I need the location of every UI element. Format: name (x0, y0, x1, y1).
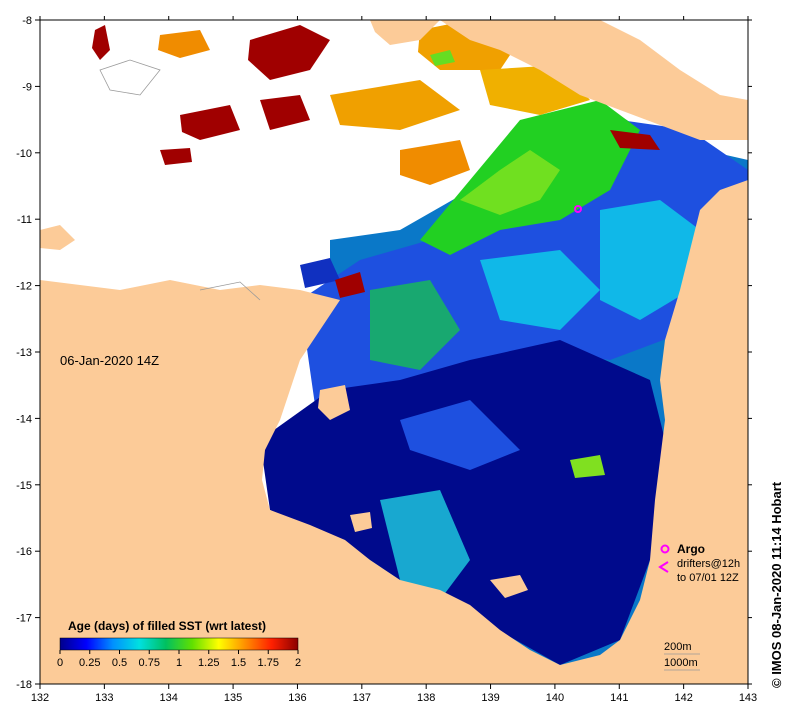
lat-tick-label: -12 (16, 281, 32, 293)
lon-tick-label: 135 (224, 692, 242, 704)
latitude-axis: -8 -9 -10 -11 -12 -13 -14 -15 -16 -17 -18 (16, 15, 752, 691)
contour-1000m-label: 1000m (664, 657, 698, 669)
sst-patch-lightgreen (460, 150, 560, 215)
colorbar-tick-label: 1.25 (198, 657, 219, 669)
imos-credit: © IMOS 08-Jan-2020 11:14 Hobart (769, 481, 784, 688)
sst-fragment-green (430, 50, 455, 66)
contour-200m-label: 200m (664, 641, 692, 653)
date-label: 06-Jan-2020 14Z (60, 353, 159, 368)
colorbar-title: Age (days) of filled SST (wrt latest) (68, 619, 266, 633)
coastline-outline (99, 59, 161, 96)
land-island-sweers (490, 575, 528, 598)
sst-fragment-red (610, 130, 660, 150)
lat-tick-label: -17 (16, 613, 32, 625)
colorbar-tick-label: 1 (176, 657, 182, 669)
land-groote-eylandt (318, 385, 350, 420)
sst-patch-cyan-southwest (380, 490, 470, 600)
colorbar-tick-label: 0.5 (112, 657, 127, 669)
sst-fragment-red (260, 95, 310, 130)
sst-patch-cyan-center (480, 250, 600, 330)
sst-fragment-blue (300, 258, 340, 288)
lon-tick-label: 132 (31, 692, 49, 704)
sst-fragment-red (92, 25, 110, 60)
longitude-axis: 132 133 134 135 136 137 138 139 140 141 142 143 (31, 16, 757, 704)
lat-tick-label: -13 (16, 347, 32, 359)
sst-patch-cyan-east (600, 200, 700, 320)
lon-tick-label: 143 (739, 692, 757, 704)
colorbar-tick-label: 2 (295, 657, 301, 669)
drifter-label-1: drifters@12h (677, 558, 740, 570)
lat-tick-label: -11 (17, 214, 32, 226)
lon-tick-label: 137 (353, 692, 371, 704)
argo-marker-icon (660, 544, 670, 554)
sst-patch-navy-gulf (260, 340, 670, 665)
lon-tick-label: 138 (417, 692, 435, 704)
map-plot-area (40, 20, 748, 684)
sst-patch-green-spot (570, 455, 605, 478)
drifter-track-icon (658, 561, 669, 573)
colorbar-tick-label: 1.5 (231, 657, 246, 669)
legend: Argo drifters@12h to 07/01 12Z 200m 1000… (658, 542, 740, 671)
lon-tick-label: 139 (481, 692, 499, 704)
sst-fragment-red (160, 148, 192, 165)
sst-age-field (260, 100, 748, 684)
lat-tick-label: -15 (16, 480, 32, 492)
land-island-small (350, 512, 372, 532)
sst-fragment-orange (158, 30, 210, 58)
land (40, 20, 748, 684)
sst-fragment-red (248, 25, 330, 80)
sst-fragment-orange (330, 80, 460, 130)
lat-tick-label: -16 (16, 546, 32, 558)
colorbar-ticks: 0 0.25 0.5 0.75 1 1.25 1.5 1.75 2 (57, 650, 301, 669)
colorbar-ramp (59, 637, 299, 651)
sst-northern-fragments (92, 20, 660, 298)
land-new-guinea (440, 20, 748, 140)
coastline-outline (199, 281, 261, 301)
sst-patch-blue-inner (400, 400, 520, 470)
lat-tick-label: -18 (16, 679, 32, 691)
lon-tick-label: 134 (160, 692, 178, 704)
argo-float-icon (574, 205, 582, 213)
land-northern-australia (40, 180, 748, 684)
lon-tick-label: 133 (95, 692, 113, 704)
lon-tick-label: 141 (610, 692, 628, 704)
lon-tick-label: 140 (546, 692, 564, 704)
land-new-guinea-west (370, 20, 440, 45)
colorbar-tick-label: 0.25 (79, 657, 100, 669)
colorbar-tick-label: 0.75 (139, 657, 160, 669)
sst-patch-teal-west (370, 280, 460, 370)
lat-tick-label: -10 (16, 148, 32, 160)
lon-tick-label: 136 (288, 692, 306, 704)
sst-fragment-red (180, 105, 240, 140)
colorbar-tick-label: 1.75 (258, 657, 279, 669)
lon-tick-label: 142 (674, 692, 692, 704)
argo-label: Argo (677, 542, 705, 556)
drifter-label-2: to 07/01 12Z (677, 572, 739, 584)
lat-tick-label: -8 (22, 15, 32, 27)
land-coast-fragment (40, 225, 75, 250)
sst-fragment-orange (400, 140, 470, 185)
lat-tick-label: -9 (22, 81, 32, 93)
sst-fragment-red (335, 272, 365, 298)
lat-tick-label: -14 (16, 413, 32, 425)
colorbar-tick-label: 0 (57, 657, 63, 669)
